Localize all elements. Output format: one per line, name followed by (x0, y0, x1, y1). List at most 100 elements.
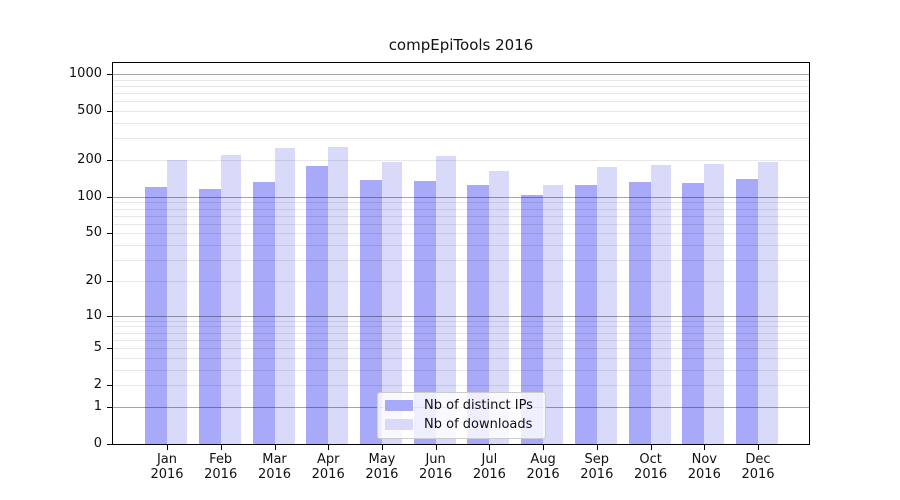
bar-downloads-mar (274, 147, 295, 444)
x-tick-year: 2016 (580, 467, 614, 482)
gridline-minor (113, 86, 809, 87)
gridline-minor (113, 385, 809, 387)
x-tick-label-jul: Jul 2016 (454, 452, 524, 482)
legend-label-distinct-ips: Nb of distinct IPs (424, 398, 533, 413)
gridline-minor (113, 357, 809, 359)
gridline-minor (113, 339, 809, 341)
gridline-minor (113, 332, 809, 334)
bar-distinct-ips-dec (736, 179, 758, 444)
bar-distinct-ips-nov (682, 183, 705, 444)
y-tick-label: 500 (77, 103, 102, 119)
bar-downloads-aug (543, 184, 564, 444)
x-tick-mark (381, 445, 383, 450)
x-tick-year: 2016 (687, 467, 721, 482)
x-tick-mark (758, 445, 759, 450)
x-tick-month: May (368, 452, 396, 467)
y-tick-label: 200 (77, 152, 102, 167)
y-tick-mark (107, 444, 112, 445)
x-tick-label-oct: Oct 2016 (616, 452, 686, 482)
x-tick-month: Oct (639, 452, 662, 467)
y-tick-label: 20 (85, 273, 102, 288)
x-tick-mark (167, 445, 168, 450)
bar-distinct-ips-sep (574, 185, 597, 444)
y-tick-label: 50 (85, 225, 102, 241)
x-tick-month: Feb (209, 452, 233, 467)
x-tick-year: 2016 (472, 467, 506, 482)
x-tick-mark (220, 445, 222, 450)
bar-distinct-ips-may (359, 179, 382, 444)
bar-distinct-ips-feb (198, 188, 221, 444)
y-tick-mark (107, 160, 112, 161)
gridline-minor (113, 215, 809, 217)
y-tick-label: 0 (93, 436, 102, 451)
gridline-minor (113, 202, 809, 204)
bar-distinct-ips-mar (252, 181, 275, 444)
bar-downloads-dec (758, 161, 778, 444)
bar-distinct-ips-oct (628, 182, 651, 444)
gridline-minor (113, 326, 809, 328)
legend-label-downloads: Nb of downloads (424, 417, 533, 432)
x-tick-label-feb: Feb 2016 (186, 452, 256, 482)
x-tick-mark (704, 445, 706, 450)
legend-swatch-distinct-ips-icon (385, 400, 413, 411)
y-tick-mark (107, 348, 112, 349)
bar-distinct-ips-apr (306, 165, 329, 444)
x-tick-label-dec: Dec 2016 (723, 452, 793, 482)
x-tick-year: 2016 (150, 467, 184, 482)
bar-downloads-jan (167, 160, 187, 444)
gridline-minor (113, 260, 809, 262)
x-tick-year: 2016 (419, 467, 453, 482)
x-tick-label-jan: Jan 2016 (132, 452, 202, 482)
bar-downloads-oct (650, 165, 671, 444)
gridline-minor (113, 223, 809, 225)
x-tick-month: Jul (481, 452, 498, 467)
gridline-minor (113, 123, 809, 124)
y-tick-mark (107, 281, 112, 282)
x-tick-label-may: May 2016 (347, 452, 417, 482)
y-tick-label: 10 (85, 307, 102, 323)
axis-spine-left (112, 62, 113, 445)
y-tick-mark (107, 406, 112, 408)
y-tick-mark (107, 233, 112, 235)
gridline-minor (113, 79, 809, 81)
gridline-minor (113, 93, 809, 95)
x-tick-mark (543, 445, 545, 450)
x-tick-mark (489, 445, 491, 450)
bar-distinct-ips-jun (413, 180, 436, 444)
gridline-major (113, 196, 809, 198)
x-tick-month: Nov (691, 452, 717, 467)
x-tick-month: Jan (156, 452, 178, 467)
gridline-minor (113, 208, 809, 210)
x-tick-year: 2016 (204, 467, 238, 482)
x-tick-year: 2016 (365, 467, 399, 482)
gridline-major (113, 74, 809, 75)
y-tick-mark (107, 385, 112, 387)
bar-downloads-sep (596, 166, 617, 444)
gridline-minor (113, 369, 809, 371)
gridline-minor (113, 320, 809, 322)
gridline-major (113, 315, 809, 317)
x-tick-month: Apr (316, 452, 340, 467)
x-tick-mark (274, 445, 276, 450)
x-tick-year: 2016 (634, 467, 668, 482)
x-tick-mark (328, 445, 330, 450)
gridline-minor (113, 111, 809, 113)
gridline-minor (113, 138, 809, 140)
x-tick-mark (596, 445, 598, 450)
legend-item-downloads: Nb of downloads (385, 417, 533, 432)
y-tick-mark (107, 196, 112, 198)
y-tick-mark (107, 74, 112, 75)
x-tick-label-apr: Apr 2016 (293, 452, 363, 482)
x-tick-label-jun: Jun 2016 (401, 452, 471, 482)
legend: Nb of distinct IPs Nb of downloads (377, 392, 546, 439)
x-tick-year: 2016 (257, 467, 292, 482)
legend-swatch-downloads-icon (385, 419, 413, 430)
gridline-minor (113, 281, 809, 282)
x-tick-month: Dec (745, 452, 771, 467)
bar-downloads-jul (489, 170, 510, 444)
axis-spine-right (809, 62, 810, 445)
bar-downloads-apr (328, 146, 349, 444)
gridline-minor (113, 245, 809, 247)
gridline-minor (113, 160, 809, 161)
